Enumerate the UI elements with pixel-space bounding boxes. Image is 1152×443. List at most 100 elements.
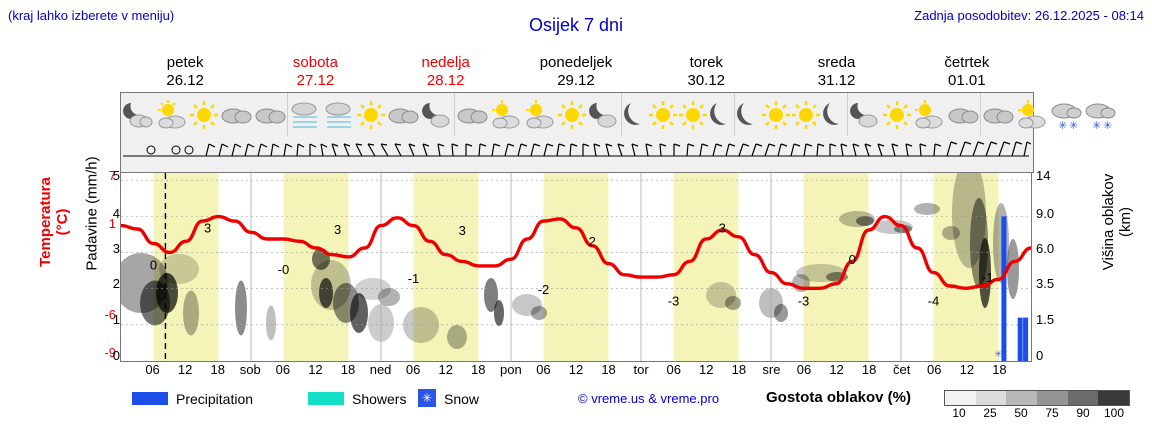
- weather-icon-row: ✳ ✳ ✳ ✳: [120, 92, 1116, 137]
- day-icons: [288, 93, 455, 137]
- sun-icon: [761, 93, 791, 137]
- cloud-density-blob: [531, 306, 547, 320]
- scale-tick-label: 75: [1045, 406, 1059, 420]
- cloud-density-scale-labels: 10 25 50 75 90 100: [944, 406, 1130, 420]
- x-tick-label: pon: [499, 362, 522, 377]
- temperature-label: -3: [798, 293, 810, 308]
- x-tick-label: čet: [893, 362, 911, 377]
- cloud-icon: [946, 93, 980, 137]
- day-header-row: petek 26.12 sobota 27.12 nedelja 28.12 pone…: [120, 54, 1032, 92]
- day-icons: [455, 93, 622, 137]
- x-tick-label: 06: [536, 362, 551, 377]
- svg-text:✳: ✳: [1103, 120, 1112, 132]
- x-tick-label: ned: [369, 362, 392, 377]
- precipitation-bar: [1023, 317, 1029, 361]
- legend-snow-label: Snow: [444, 391, 480, 407]
- cloud-density-blob: [873, 220, 913, 234]
- cloud-density-blob: [706, 282, 736, 308]
- svg-text:✳: ✳: [1069, 120, 1078, 132]
- temperature-label: 0: [150, 257, 157, 272]
- moon-cloud-icon: [420, 93, 454, 137]
- temperature-label: -1: [982, 270, 994, 285]
- x-tick-label: 18: [340, 362, 356, 377]
- scale-tick-label: 25: [983, 406, 997, 420]
- chart-legend: Precipitation Showers ✳ Snow: [120, 388, 1150, 418]
- x-tick-label: 12: [177, 362, 193, 377]
- cloud-density-blob: [512, 294, 542, 316]
- day-icons: [735, 93, 848, 137]
- cloud-density-blob: [235, 280, 247, 336]
- cloud-density-blob: [378, 288, 400, 306]
- sun-cloud-icon: [523, 93, 557, 137]
- cloud-density-blob: [266, 305, 276, 341]
- moon-icon: [821, 93, 847, 137]
- day-icons: [622, 93, 735, 137]
- scale-tick-label: 10: [952, 406, 966, 420]
- precipitation-bar: [1001, 216, 1007, 361]
- cloud-density-blob: [952, 173, 986, 268]
- cloud-density-blob: [355, 278, 391, 300]
- x-tick-label: tor: [633, 362, 649, 377]
- day-header: nedelja 28.12: [421, 54, 470, 89]
- temperature-label: 3: [334, 222, 341, 237]
- x-tick-label: 18: [210, 362, 225, 377]
- temperature-label: 0: [849, 252, 856, 267]
- temperature-label: -3: [668, 293, 680, 308]
- sun-icon: [189, 93, 219, 137]
- temperature-label: 3: [719, 221, 726, 236]
- temp-axis-ticks: 7 1 -6 -9: [104, 168, 116, 360]
- forecast-plot: ✳ ✳ 0 3 -0 3 -1 3 -2 2 -3 3 -3 0 -4 -1: [120, 172, 1032, 362]
- day-header: torek 30.12: [687, 54, 726, 89]
- precipitation-swatch: [132, 392, 168, 405]
- cloud-density-blob: [1007, 239, 1019, 299]
- x-tick-label: 12: [829, 362, 844, 377]
- temperature-label: -4: [928, 293, 940, 308]
- cloud-density-blob: [159, 254, 199, 284]
- scale-tick-label: 100: [1103, 406, 1125, 420]
- cloud-density-blob: [774, 304, 788, 322]
- snow-marker: ✳: [1022, 349, 1030, 359]
- temperature-line: [121, 214, 1031, 290]
- temperature-label: -0: [278, 262, 290, 277]
- x-tick-label: 12: [568, 362, 584, 377]
- moon-icon: [708, 93, 734, 137]
- snow-icon: ✳: [418, 389, 436, 407]
- copyright-link[interactable]: © vreme.us & vreme.pro: [578, 391, 720, 406]
- cloud-icon: [981, 93, 1015, 137]
- x-tick-label: sob: [239, 362, 261, 377]
- x-tick-label: sre: [762, 362, 781, 377]
- cloud-icon: [253, 93, 287, 137]
- day-icons: ✳ ✳ ✳ ✳: [981, 93, 1117, 137]
- temperature-label: 3: [204, 221, 211, 236]
- svg-text:✳: ✳: [1092, 120, 1101, 132]
- showers-swatch: [308, 392, 344, 405]
- page-title: Osijek 7 dni: [528, 15, 624, 35]
- sun-cloud-icon: [155, 93, 189, 137]
- cloud-fog-icon: [288, 93, 322, 137]
- moon-cloud-icon: [121, 93, 155, 137]
- sun-icon: [882, 93, 912, 137]
- sun-icon: [678, 93, 708, 137]
- temperature-label: 3: [459, 223, 466, 238]
- sun-cloud-icon: [1015, 93, 1049, 137]
- sun-icon: [791, 93, 821, 137]
- moon-icon: [735, 93, 761, 137]
- cloud-icon: [219, 93, 253, 137]
- cloud-density-blob: [350, 293, 368, 333]
- cloud-icon: [386, 93, 420, 137]
- x-tick-label: 06: [666, 362, 681, 377]
- x-tick-label: 18: [731, 362, 747, 377]
- night-band: [543, 173, 609, 361]
- cloud-density-scale: [944, 390, 1130, 406]
- sun-icon: [557, 93, 587, 137]
- cloud-density-blob: [156, 273, 178, 313]
- x-tick-label: 18: [471, 362, 486, 377]
- cloud-density-title: Gostota oblakov (%): [766, 389, 912, 406]
- day-icons: [121, 93, 288, 137]
- x-axis-ticks: 06 12 18 sob 06 12 18 ned 06 12 18 pon 06 12 18 tor 06 12…: [120, 362, 1032, 384]
- x-tick-label: 12: [308, 362, 323, 377]
- x-tick-label: 06: [796, 362, 812, 377]
- svg-text:✳: ✳: [1058, 120, 1067, 132]
- cloud-density-blob: [796, 264, 846, 282]
- cloud-density-blob: [942, 226, 960, 240]
